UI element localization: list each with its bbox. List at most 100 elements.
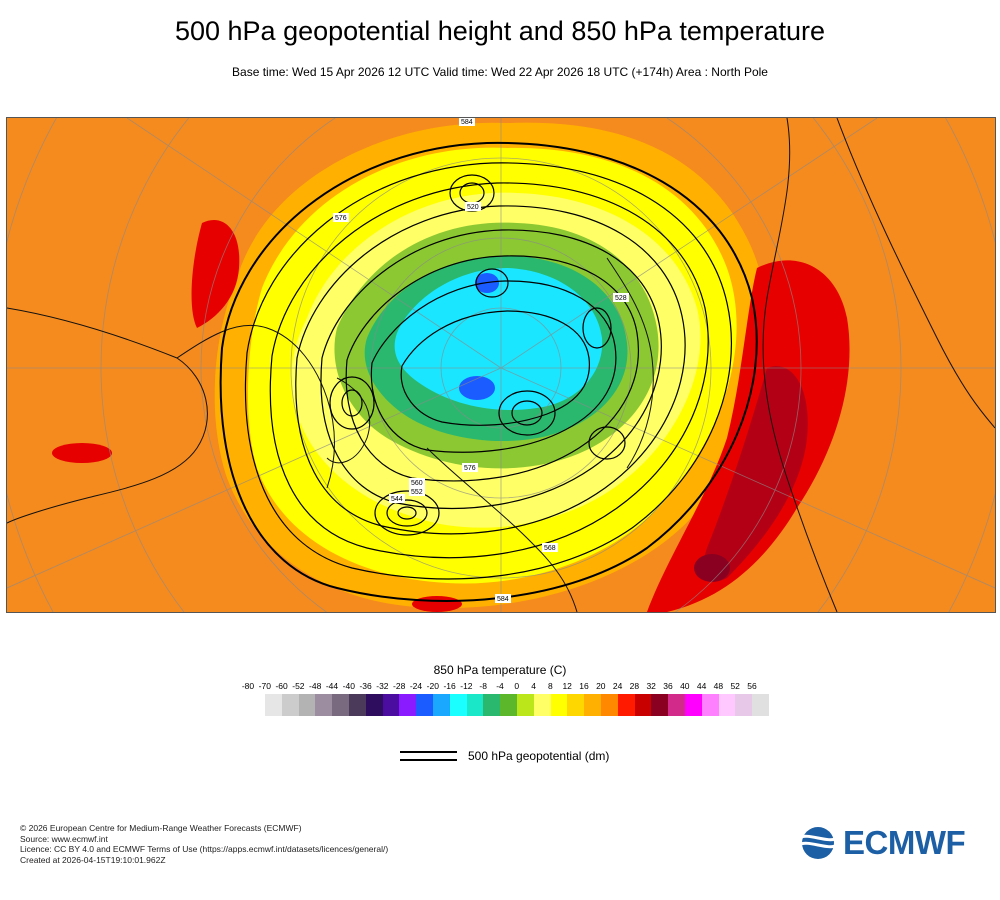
colorbar-swatch xyxy=(634,694,652,716)
legend-line-thick xyxy=(400,759,457,761)
map-canvas: 584 576 576 560 552 544 528 568 584 520 xyxy=(7,118,995,612)
colorbar-swatch xyxy=(735,694,753,716)
colorbar-swatch xyxy=(315,694,333,716)
colorbar-tick-label: -4 xyxy=(496,681,504,691)
ecmwf-logo-text: ECMWF xyxy=(843,824,966,861)
colorbar-swatch xyxy=(399,694,417,716)
colorbar-swatch xyxy=(533,694,551,716)
temp-band-blue xyxy=(459,376,495,400)
contour-label: 520 xyxy=(467,204,479,211)
credit-created: Created at 2026-04-15T19:10:01.962Z xyxy=(20,854,166,865)
colorbar-swatch xyxy=(382,694,400,716)
credit-source: Source: www.ecmwf.int xyxy=(20,833,108,844)
contour-label: 528 xyxy=(615,295,627,302)
colorbar-tick-label: 20 xyxy=(596,681,606,691)
colorbar-tick-label: -80 xyxy=(241,681,255,691)
colorbar-swatch xyxy=(701,694,719,716)
colorbar-tick-label: -70 xyxy=(258,681,271,691)
colorbar-tick-label: -48 xyxy=(309,681,322,691)
temp-band-cyan xyxy=(394,268,603,410)
chart-title: 500 hPa geopotential height and 850 hPa … xyxy=(174,16,825,46)
colorbar-swatch xyxy=(684,694,702,716)
colorbar xyxy=(265,694,769,716)
colorbar-tick-label: 4 xyxy=(531,681,536,691)
colorbar-swatch xyxy=(550,694,568,716)
graticule xyxy=(7,118,995,612)
geopotential-contours xyxy=(219,141,758,602)
colorbar-tick-label: 16 xyxy=(579,681,589,691)
colorbar-tick-label: 0 xyxy=(514,681,520,691)
contour-label: 568 xyxy=(544,545,556,552)
colorbar-tick-label: 36 xyxy=(663,681,673,691)
colorbar-tick-label: 12 xyxy=(562,681,572,691)
colorbar-tick-label: 24 xyxy=(612,681,623,691)
colorbar-tick-label: 52 xyxy=(730,681,740,691)
credit-copyright: © 2026 European Centre for Medium-Range … xyxy=(20,823,302,833)
colorbar-swatch xyxy=(348,694,366,716)
contour-label: 552 xyxy=(411,489,423,496)
colorbar-swatch xyxy=(668,694,685,716)
colorbar-tick-label: -16 xyxy=(443,681,456,691)
temp-band-red-south xyxy=(412,596,462,612)
temp-band-darkred-east xyxy=(703,366,808,582)
colorbar-tick-label: -60 xyxy=(275,681,288,691)
weather-map: 584 576 576 560 552 544 528 568 584 520 xyxy=(6,117,996,613)
colorbar-tick-label: 28 xyxy=(629,681,640,691)
colorbar-swatch xyxy=(600,694,618,716)
colorbar-swatch xyxy=(567,694,585,716)
coastlines xyxy=(7,118,995,612)
ecmwf-logo-icon xyxy=(798,827,838,859)
contour-label: 544 xyxy=(391,496,403,503)
colorbar-swatch xyxy=(718,694,736,716)
colorbar-tick-label: 44 xyxy=(696,681,707,691)
colorbar-swatch xyxy=(500,694,517,716)
colorbar-tick-label: -36 xyxy=(359,681,372,691)
colorbar-swatch xyxy=(298,694,316,716)
temp-band-maroon xyxy=(694,554,730,582)
temp-band-red-west xyxy=(191,220,240,328)
contour-label: 576 xyxy=(464,465,476,472)
colorbar-tick-label: -20 xyxy=(426,681,439,691)
contour-label: 584 xyxy=(461,119,473,126)
chart-subtitle: Base time: Wed 15 Apr 2026 12 UTC Valid … xyxy=(232,65,768,79)
contour-label: 584 xyxy=(497,596,509,603)
colorbar-tick-label: -28 xyxy=(393,681,406,691)
colorbar-tick-label: 48 xyxy=(713,681,724,691)
contour-label: 560 xyxy=(411,480,423,487)
colorbar-swatch xyxy=(281,694,299,716)
colorbar-swatch xyxy=(483,694,501,716)
contour-label: 576 xyxy=(335,215,347,222)
colorbar-swatch xyxy=(365,694,383,716)
contour-legend: 500 hPa geopotential (dm) xyxy=(400,748,660,768)
colorbar-tick-label: -40 xyxy=(342,681,355,691)
legend-label: 500 hPa geopotential (dm) xyxy=(468,749,610,763)
colorbar-swatch xyxy=(416,694,433,716)
colorbar-tick-label: -12 xyxy=(460,681,473,691)
colorbar-tick-label: -24 xyxy=(409,681,423,691)
colorbar-tick-label: -52 xyxy=(292,681,305,691)
colorbar-swatch xyxy=(265,694,282,716)
contour-label-group: 584 576 576 560 552 544 528 568 584 520 xyxy=(333,118,629,603)
colorbar-swatch xyxy=(332,694,349,716)
colorbar-tick-label: -8 xyxy=(479,681,487,691)
colorbar-tick-label: 40 xyxy=(680,681,690,691)
temp-band-red-small xyxy=(52,443,112,463)
legend-line-thin xyxy=(400,751,457,753)
colorbar-tick-label: 32 xyxy=(646,681,656,691)
colorbar-swatch xyxy=(432,694,450,716)
colorbar-swatch xyxy=(449,694,467,716)
colorbar-swatch xyxy=(752,694,769,716)
colorbar-swatch xyxy=(516,694,534,716)
colorbar-tick-label: 8 xyxy=(548,681,553,691)
credit-licence: Licence: CC BY 4.0 and ECMWF Terms of Us… xyxy=(20,844,389,854)
colorbar-swatch xyxy=(466,694,484,716)
colorbar-tick-label: -32 xyxy=(376,681,389,691)
colorbar-swatch xyxy=(651,694,669,716)
colorbar-swatch xyxy=(617,694,635,716)
ecmwf-logo: ECMWF xyxy=(795,824,985,862)
colorbar-title: 850 hPa temperature (C) xyxy=(433,663,567,677)
credits: © 2026 European Centre for Medium-Range … xyxy=(20,823,388,865)
colorbar-swatch xyxy=(584,694,601,716)
colorbar-tick-label: -44 xyxy=(325,681,339,691)
colorbar-tick-label: 56 xyxy=(747,681,757,691)
